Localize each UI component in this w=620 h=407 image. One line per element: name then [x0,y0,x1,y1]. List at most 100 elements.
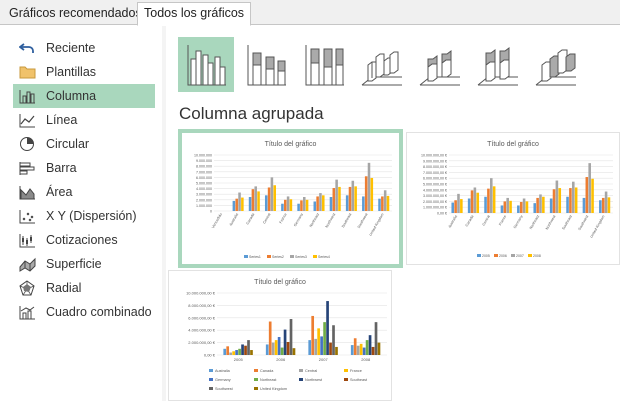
bar-2007 [588,163,591,213]
bar-series1 [345,195,349,211]
sidebar-item-templates[interactable]: Plantillas [13,60,155,84]
clustered-column-icon[interactable] [178,37,234,92]
legend-swatch [209,378,213,381]
bar-northeast [280,347,284,355]
bar-2007 [555,180,559,213]
sidebar-item-combo[interactable]: Cuadro combinado [13,300,155,324]
bar-southwest [289,319,293,355]
bar-series4 [257,191,260,211]
bar-series1 [232,200,236,211]
x-tick-label: 2008 [361,357,371,362]
bar-southwest [332,325,335,355]
legend-swatch [299,369,303,372]
3d-100-stacked-column-icon[interactable] [470,37,526,92]
legend-swatch [209,369,213,372]
x-tick-label: 2007 [319,357,329,362]
bar-northeast [238,348,241,355]
tab-all-charts[interactable]: Todos los gráficos [137,2,252,26]
legend-swatch [477,254,481,257]
x-tick-label: United Kingdom [589,215,605,239]
bar-2007 [572,181,575,213]
sidebar-item-stock[interactable]: Cotizaciones [13,228,155,252]
y-tick-label: 6.000.000,00 € [188,315,215,320]
sidebar-item-label: Línea [46,113,78,127]
radar-chart-icon [17,279,37,297]
bar-series3 [254,186,257,211]
bar-2007 [506,197,509,213]
legend-swatch [313,255,317,258]
tab-bar: Gráficos recomendados Todos los gráficos [0,0,620,26]
y-tick-label: 1.000.000,00 € [423,206,447,210]
bar-series1 [362,196,365,211]
bar-australia [223,348,227,355]
sidebar-item-scatter[interactable]: X Y (Dispersión) [13,204,155,228]
bar-2007 [604,191,608,213]
bar-series4 [273,185,276,211]
bar-2005 [549,198,553,213]
bar-2005 [467,198,471,213]
sidebar-item-label: Barra [46,161,77,175]
bar-series1 [378,198,381,211]
sidebar-item-bar[interactable]: Barra [13,156,155,180]
legend-label: Canada [260,369,274,373]
sidebar-item-surface[interactable]: Superficie [13,252,155,276]
bar-series2 [300,200,303,211]
sidebar-item-recent[interactable]: Reciente [13,36,155,60]
x-tick-label: France [279,213,288,225]
x-tick-label: Germany [293,212,304,227]
legend-label: Series1 [249,255,261,259]
chart-preview-2[interactable]: Título del gráfico 10.000.000,00 €9.000.0… [406,132,620,265]
bar-2006 [536,197,539,213]
bar-central [229,352,232,355]
sidebar-item-label: Radial [46,281,82,295]
x-tick-label: Northeast [309,213,320,229]
bar-canada [226,346,230,355]
bar-chart-icon [17,159,37,177]
bar-central [271,342,275,355]
y-tick-label: 9.000.000 [196,159,212,163]
bar-series2 [348,186,352,211]
x-tick-label: Northwest [545,215,557,231]
sidebar-item-radar[interactable]: Radial [13,276,155,300]
sidebar-item-line[interactable]: Línea [13,108,155,132]
chart-preview-1[interactable]: Título del gráfico 10.000.000 9.000.000 8.0… [178,129,403,268]
x-tick-label: Australia [229,213,239,227]
x-tick-label: Southwest [357,212,369,229]
sidebar-item-column[interactable]: Columna [13,84,155,108]
100-stacked-column-icon[interactable] [296,37,352,92]
3d-column-icon[interactable] [528,37,584,92]
bar-series2 [267,187,271,211]
y-tick-label: 1.000.000 [196,204,212,208]
3d-stacked-column-icon[interactable] [412,37,468,92]
bar-australia [308,340,312,355]
stacked-column-icon[interactable] [238,37,294,92]
y-tick-label: 6.000.000 [196,176,212,180]
legend-swatch [244,255,248,258]
bar-germany [277,337,281,355]
bar-2008 [607,197,611,213]
sidebar-item-label: Cuadro combinado [46,305,152,319]
bar-southeast [244,345,247,355]
bar-2005 [582,197,586,213]
y-tick-label: 0 [210,210,212,214]
column-chart-icon [17,87,37,105]
bar-united-kingdom [335,346,338,355]
bar-northwest [241,344,244,355]
x-tick-label: Central [262,212,271,224]
tab-recommended-charts[interactable]: Gráficos recomendados [9,6,142,20]
3d-clustered-column-icon[interactable] [354,37,410,92]
bar-germany [235,350,238,355]
bar-series2 [283,199,287,211]
sidebar-item-area[interactable]: Área [13,180,155,204]
chart-preview-3[interactable]: Título del gráfico 10.000.000,00 € 8.000.0… [168,270,392,401]
bar-series4 [370,177,374,211]
sidebar-item-pie[interactable]: Circular [13,132,155,156]
chart-title: Título del gráfico [487,141,539,148]
legend-swatch [290,255,294,258]
y-tick-label: 6.000.000,00 € [423,177,447,181]
bar-germany [362,347,366,355]
x-tick-label: Southeast [561,215,573,231]
sidebar-scrollbar[interactable] [162,26,166,401]
y-tick-label: 9.000.000,00 € [423,159,447,163]
x-tick-label: Australia [448,215,458,229]
